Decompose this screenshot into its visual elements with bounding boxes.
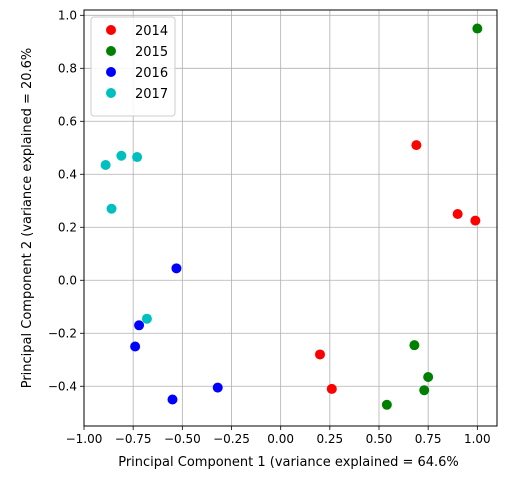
legend-marker xyxy=(106,88,116,98)
data-point xyxy=(452,209,463,220)
y-tick-label: −0.2 xyxy=(48,326,77,340)
series-2017 xyxy=(100,150,152,324)
data-point xyxy=(167,394,178,405)
data-point xyxy=(423,371,434,382)
data-point xyxy=(100,160,111,171)
y-tick-label: 0.6 xyxy=(58,114,77,128)
legend-label: 2017 xyxy=(135,87,168,102)
data-point xyxy=(315,349,325,360)
x-tick-label: −0.25 xyxy=(213,432,250,446)
y-axis-label: Principal Component 2 (variance explaine… xyxy=(20,48,35,389)
x-tick-label: −0.75 xyxy=(115,432,152,446)
x-tick-label: 0.00 xyxy=(267,432,294,446)
x-tick-label: 0.25 xyxy=(316,432,343,446)
data-points xyxy=(100,23,483,410)
x-tick-label: 0.75 xyxy=(415,432,442,446)
legend-marker xyxy=(106,25,116,35)
data-point xyxy=(381,399,392,410)
data-point xyxy=(411,140,422,151)
y-axis-ticks: −0.4 −0.2 0.0 0.2 0.4 0.6 0.8 1.0 xyxy=(48,8,84,393)
y-tick-label: −0.4 xyxy=(48,379,77,393)
data-point xyxy=(132,152,143,163)
series-2014 xyxy=(315,140,481,394)
plot-frame xyxy=(83,9,498,427)
series-2015 xyxy=(381,23,483,410)
y-tick-label: 1.0 xyxy=(58,8,77,22)
legend-label: 2014 xyxy=(135,24,168,39)
data-point xyxy=(470,215,481,226)
y-tick-label: 0.2 xyxy=(58,220,77,234)
data-point xyxy=(409,340,420,351)
data-point xyxy=(212,382,223,393)
series-2016 xyxy=(130,263,223,405)
legend-label: 2016 xyxy=(135,66,168,81)
legend-marker xyxy=(106,46,116,56)
grid-lines xyxy=(83,10,497,426)
data-point xyxy=(130,341,141,352)
legend-marker xyxy=(106,67,116,77)
x-axis-ticks: −1.00 −0.75 −0.50 −0.25 0.00 0.25 0.50 0.75 1.00 xyxy=(66,426,491,446)
legend-label: 2015 xyxy=(135,45,168,60)
data-point xyxy=(326,383,337,394)
x-tick-label: −1.00 xyxy=(66,432,103,446)
x-axis-label: Principal Component 1 (variance explaine… xyxy=(118,455,459,470)
data-point xyxy=(472,23,483,34)
legend: 2014 2015 2016 2017 xyxy=(90,16,176,117)
y-tick-label: 0.4 xyxy=(58,167,77,181)
data-point xyxy=(141,313,152,324)
data-point xyxy=(171,263,182,274)
data-point xyxy=(419,385,430,396)
y-tick-label: 0.8 xyxy=(58,61,77,75)
data-point xyxy=(116,150,127,161)
y-tick-label: 0.0 xyxy=(58,273,77,287)
data-point xyxy=(134,320,145,331)
data-point xyxy=(106,203,117,214)
x-tick-label: 1.00 xyxy=(464,432,491,446)
x-tick-label: 0.50 xyxy=(366,432,393,446)
x-tick-label: −0.50 xyxy=(164,432,201,446)
